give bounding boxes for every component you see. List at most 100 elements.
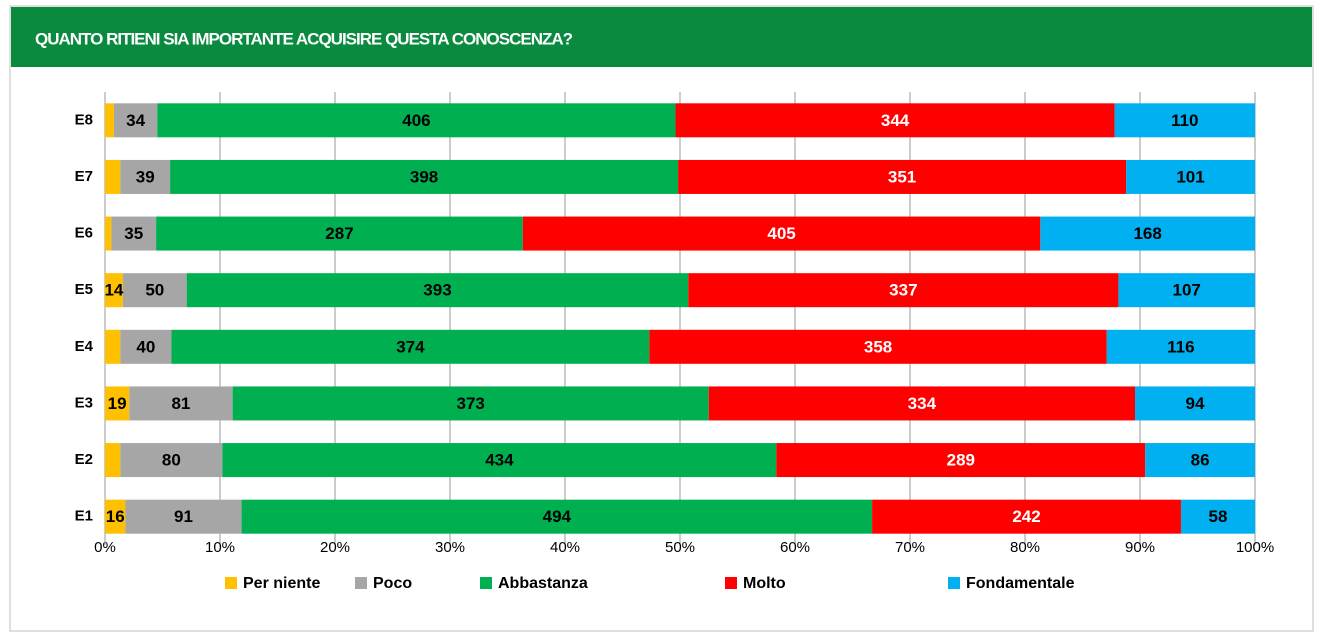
chart-title: QUANTO RITIENI SIA IMPORTANTE ACQUISIRE … <box>35 29 573 48</box>
bar-segment <box>105 329 121 364</box>
bar-segment <box>105 103 114 138</box>
y-tick-label: E4 <box>75 338 94 355</box>
bar-segment <box>241 499 873 534</box>
bar-segment <box>1106 329 1255 364</box>
bar-segment <box>708 386 1136 421</box>
legend-label: Fondamentale <box>966 575 1075 592</box>
legend-label: Poco <box>373 575 412 592</box>
data-label: 14 <box>104 281 123 300</box>
x-tick-label: 40% <box>550 539 580 556</box>
bar-segment <box>122 273 187 308</box>
bar-segment <box>120 329 172 364</box>
x-tick-label: 90% <box>1125 539 1155 556</box>
y-tick-label: E6 <box>75 225 93 242</box>
data-label: 393 <box>423 281 451 300</box>
legend-swatch <box>355 577 367 589</box>
bar-segment <box>675 103 1115 138</box>
data-label: 19 <box>108 394 127 413</box>
data-label: 34 <box>126 111 145 130</box>
data-label: 374 <box>396 337 425 356</box>
data-label: 50 <box>145 281 164 300</box>
bar-segment <box>129 386 233 421</box>
data-label: 110 <box>1171 111 1198 130</box>
title-bar <box>11 7 1312 67</box>
data-label: 91 <box>174 507 193 526</box>
x-tick-label: 10% <box>205 539 235 556</box>
data-label: 373 <box>456 394 484 413</box>
x-tick-label: 60% <box>780 539 810 556</box>
bar-segment <box>522 216 1041 251</box>
data-label: 344 <box>881 111 910 130</box>
bar-segment <box>125 499 242 534</box>
data-label: 40 <box>136 337 155 356</box>
data-label: 58 <box>1209 507 1228 526</box>
bar-segment <box>1114 103 1255 138</box>
data-label: 358 <box>864 337 892 356</box>
legend-label: Molto <box>743 575 786 592</box>
data-label: 405 <box>767 224 795 243</box>
x-tick-label: 80% <box>1010 539 1040 556</box>
data-label: 494 <box>543 507 572 526</box>
data-label: 35 <box>124 224 143 243</box>
data-label: 242 <box>1012 507 1040 526</box>
frame <box>9 5 1314 632</box>
bar-segment <box>1040 216 1255 251</box>
bar-segment <box>222 443 777 478</box>
data-label: 16 <box>106 507 125 526</box>
y-tick-label: E1 <box>75 508 93 525</box>
data-label: 80 <box>162 451 181 470</box>
data-label: 116 <box>1167 337 1194 356</box>
bar-segment <box>105 216 112 251</box>
bar-segment <box>649 329 1107 364</box>
bar-segment <box>105 159 121 194</box>
x-tick-label: 30% <box>435 539 465 556</box>
data-label: 337 <box>889 281 917 300</box>
bar-segment <box>688 273 1119 308</box>
y-tick-label: E7 <box>75 168 93 185</box>
data-label: 351 <box>888 167 916 186</box>
bar-segment <box>171 329 650 364</box>
data-label: 289 <box>947 451 975 470</box>
bar-segment <box>105 499 126 534</box>
legend-swatch <box>480 577 492 589</box>
y-tick-label: E5 <box>75 281 93 298</box>
y-tick-label: E2 <box>75 451 93 468</box>
bar-segment <box>872 499 1181 534</box>
data-label: 334 <box>908 394 937 413</box>
data-label: 86 <box>1191 451 1210 470</box>
data-label: 168 <box>1133 224 1161 243</box>
data-label: 287 <box>325 224 353 243</box>
legend-swatch <box>948 577 960 589</box>
y-tick-label: E3 <box>75 394 93 411</box>
data-label: 107 <box>1173 281 1201 300</box>
data-label: 398 <box>410 167 438 186</box>
bar-segment <box>170 159 679 194</box>
y-tick-label: E8 <box>75 111 93 128</box>
data-label: 101 <box>1176 167 1204 186</box>
data-label: 94 <box>1186 394 1205 413</box>
legend-label: Abbastanza <box>498 575 588 592</box>
bar-segment <box>1145 443 1255 478</box>
bar-segment <box>157 103 676 138</box>
data-label: 434 <box>485 451 514 470</box>
bar-segment <box>776 443 1146 478</box>
data-label: 406 <box>402 111 430 130</box>
legend-label: Per niente <box>243 575 320 592</box>
bar-segment <box>678 159 1127 194</box>
bar-segment <box>105 273 123 308</box>
x-tick-label: 0% <box>94 539 116 556</box>
bar-segment <box>1118 273 1255 308</box>
data-label: 39 <box>136 167 155 186</box>
bar-segment <box>186 273 689 308</box>
bar-segment <box>105 443 121 478</box>
bar-segment <box>156 216 523 251</box>
legend-swatch <box>725 577 737 589</box>
bar-segment <box>1135 386 1255 421</box>
bar-segment <box>1180 499 1255 534</box>
x-tick-label: 100% <box>1236 539 1274 556</box>
bar-segment <box>113 103 158 138</box>
bar-segment <box>105 386 130 421</box>
bar-segment <box>1126 159 1255 194</box>
data-label: 81 <box>171 394 190 413</box>
